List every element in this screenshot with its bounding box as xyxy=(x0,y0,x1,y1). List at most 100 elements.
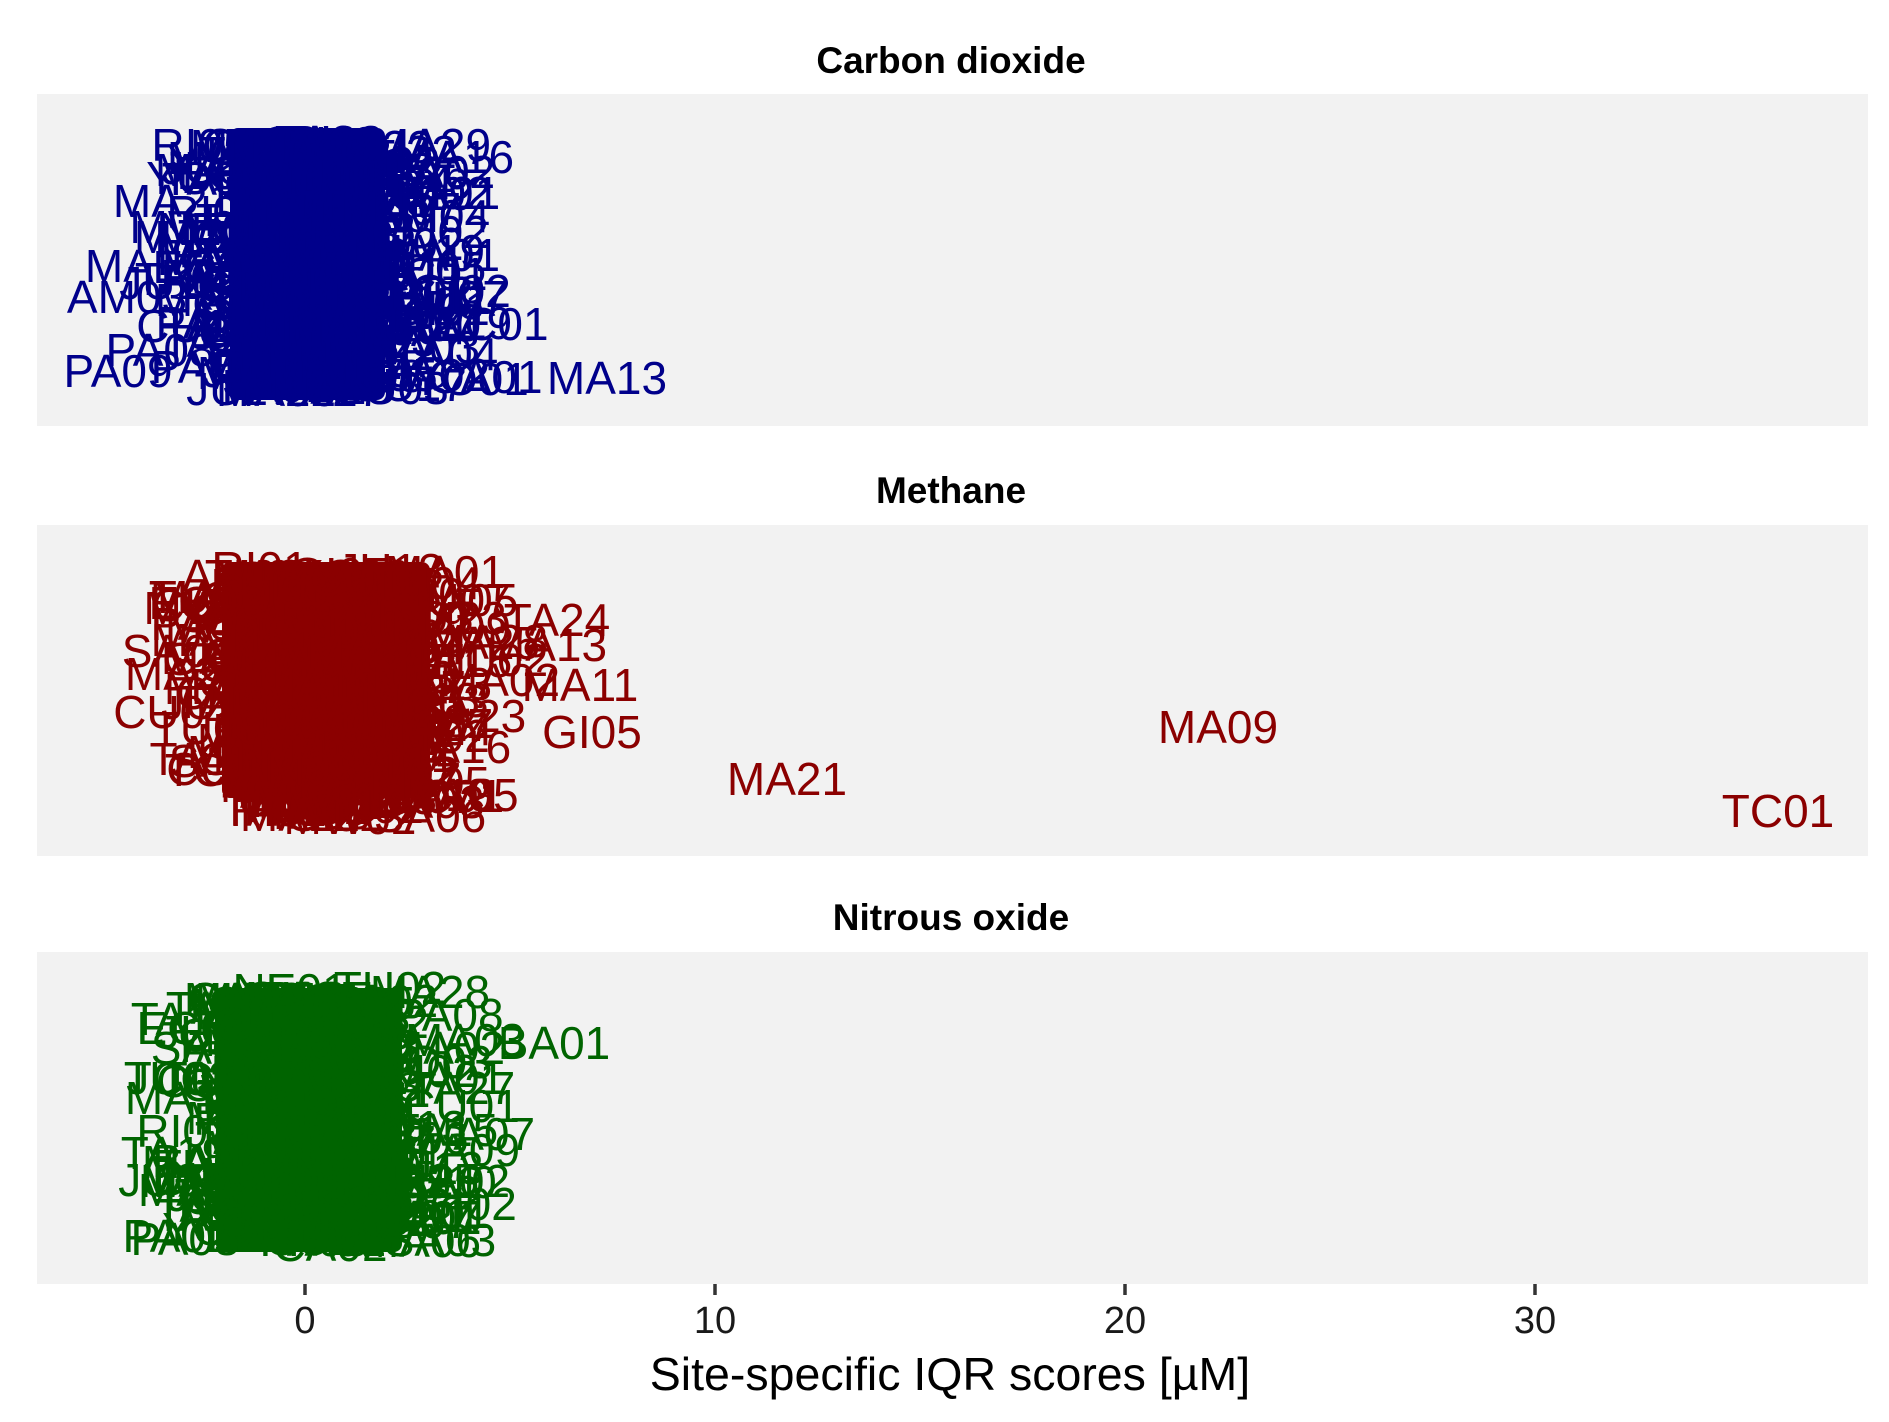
svg-text:MA20: MA20 xyxy=(155,274,275,326)
svg-text:RI01: RI01 xyxy=(229,784,326,836)
svg-text:MA06: MA06 xyxy=(361,1215,481,1267)
svg-text:MA28: MA28 xyxy=(252,245,372,297)
svg-text:JU05: JU05 xyxy=(264,1161,371,1213)
svg-text:RI02: RI02 xyxy=(250,1171,347,1223)
svg-text:MA08: MA08 xyxy=(281,1192,401,1244)
svg-text:CU13: CU13 xyxy=(276,557,394,609)
svg-text:MW03: MW03 xyxy=(239,571,372,623)
svg-text:TU06: TU06 xyxy=(314,1127,426,1179)
svg-text:JU08: JU08 xyxy=(259,145,366,197)
svg-text:MA14: MA14 xyxy=(161,632,281,684)
svg-text:NE01: NE01 xyxy=(235,267,350,319)
svg-text:TA27: TA27 xyxy=(409,1062,516,1114)
svg-text:JU13: JU13 xyxy=(224,993,331,1045)
svg-text:TA18: TA18 xyxy=(166,982,273,1034)
svg-text:MA23: MA23 xyxy=(245,977,365,1029)
svg-text:TC01: TC01 xyxy=(1722,785,1834,837)
svg-text:Carbon dioxide: Carbon dioxide xyxy=(816,40,1085,81)
svg-text:YO02: YO02 xyxy=(225,619,343,671)
svg-text:BA02: BA02 xyxy=(297,558,410,610)
svg-text:GI03: GI03 xyxy=(323,268,423,320)
svg-text:MA03: MA03 xyxy=(244,178,364,230)
svg-text:CU07: CU07 xyxy=(390,271,508,323)
svg-text:MA25: MA25 xyxy=(272,362,392,414)
svg-text:MA01: MA01 xyxy=(214,711,334,763)
svg-text:JU09: JU09 xyxy=(192,1150,299,1202)
svg-text:NE02: NE02 xyxy=(264,777,379,829)
svg-text:CA02: CA02 xyxy=(236,1050,351,1102)
svg-text:MA29: MA29 xyxy=(371,119,491,171)
svg-text:EC01: EC01 xyxy=(268,312,383,364)
svg-text:MO03: MO03 xyxy=(154,211,279,263)
svg-text:SA03: SA03 xyxy=(252,718,365,770)
svg-text:YO02: YO02 xyxy=(162,1203,280,1255)
svg-text:TU07: TU07 xyxy=(254,583,366,635)
svg-text:TA24: TA24 xyxy=(347,157,454,209)
svg-text:TA08: TA08 xyxy=(277,354,384,406)
svg-text:JU13: JU13 xyxy=(207,211,314,263)
svg-text:CU12: CU12 xyxy=(254,1177,372,1229)
svg-text:TA11: TA11 xyxy=(222,202,325,254)
svg-text:JU09: JU09 xyxy=(283,572,390,624)
svg-text:CU26: CU26 xyxy=(211,1117,329,1169)
svg-text:JU05: JU05 xyxy=(202,345,309,397)
svg-text:SA03: SA03 xyxy=(289,208,402,260)
svg-text:CU27: CU27 xyxy=(242,1048,360,1100)
svg-text:TC01: TC01 xyxy=(336,636,448,688)
svg-text:MA08: MA08 xyxy=(261,334,381,386)
svg-text:MA10: MA10 xyxy=(258,730,378,782)
svg-text:CU19: CU19 xyxy=(267,697,385,749)
svg-text:TU06: TU06 xyxy=(267,726,379,778)
svg-text:MA26: MA26 xyxy=(349,147,469,199)
svg-text:MA23: MA23 xyxy=(203,1086,323,1138)
svg-text:JU07: JU07 xyxy=(403,574,510,626)
svg-text:RI03: RI03 xyxy=(299,578,396,630)
svg-text:MA22: MA22 xyxy=(281,1139,401,1191)
svg-text:TC01: TC01 xyxy=(165,744,277,796)
svg-text:MA22: MA22 xyxy=(281,239,401,291)
svg-text:MW02: MW02 xyxy=(302,698,435,750)
svg-text:MA19: MA19 xyxy=(365,225,485,277)
svg-text:JU07: JU07 xyxy=(319,604,426,656)
svg-text:TA27: TA27 xyxy=(244,708,351,760)
svg-text:CU23: CU23 xyxy=(389,592,507,644)
svg-text:RI03: RI03 xyxy=(216,1182,313,1234)
svg-text:JU01: JU01 xyxy=(294,673,401,725)
svg-text:NE02: NE02 xyxy=(157,203,272,255)
svg-text:MA25: MA25 xyxy=(245,972,365,1024)
svg-text:CU10: CU10 xyxy=(192,278,310,330)
svg-text:TA15: TA15 xyxy=(392,1104,499,1156)
svg-text:TU03: TU03 xyxy=(328,137,440,189)
svg-text:TU03: TU03 xyxy=(232,688,344,740)
svg-text:MW02: MW02 xyxy=(284,792,417,844)
svg-text:TA19: TA19 xyxy=(406,297,513,349)
svg-text:TU06: TU06 xyxy=(286,763,398,815)
svg-text:MA12: MA12 xyxy=(190,120,310,172)
svg-text:MA13: MA13 xyxy=(376,769,496,821)
svg-text:CU14: CU14 xyxy=(300,692,418,744)
svg-text:JU11: JU11 xyxy=(261,595,365,647)
svg-text:TA07: TA07 xyxy=(342,1168,449,1220)
svg-text:MO01: MO01 xyxy=(229,1155,354,1207)
svg-text:MA29: MA29 xyxy=(288,774,408,826)
svg-text:YO01: YO01 xyxy=(196,259,314,311)
svg-text:CU12: CU12 xyxy=(235,552,353,604)
svg-text:CU09: CU09 xyxy=(202,1187,320,1239)
svg-text:TA15: TA15 xyxy=(406,635,513,687)
svg-text:MA16: MA16 xyxy=(264,1163,384,1215)
svg-text:PA07: PA07 xyxy=(368,299,477,351)
svg-text:CA03: CA03 xyxy=(295,1185,410,1237)
svg-text:MA19: MA19 xyxy=(213,1136,333,1188)
svg-text:RI01: RI01 xyxy=(292,1057,389,1109)
svg-text:TA24: TA24 xyxy=(254,669,361,721)
svg-text:MA21: MA21 xyxy=(361,1156,481,1208)
svg-text:AM03: AM03 xyxy=(306,658,426,710)
svg-text:JU07: JU07 xyxy=(216,340,323,392)
svg-text:CU24: CU24 xyxy=(255,1085,373,1137)
svg-text:CU19: CU19 xyxy=(217,274,335,326)
svg-text:AM03: AM03 xyxy=(208,563,328,615)
svg-text:CU21: CU21 xyxy=(349,677,467,729)
svg-text:TU04: TU04 xyxy=(230,744,342,796)
svg-text:MA02: MA02 xyxy=(370,349,490,401)
svg-text:RI02: RI02 xyxy=(233,1105,330,1157)
